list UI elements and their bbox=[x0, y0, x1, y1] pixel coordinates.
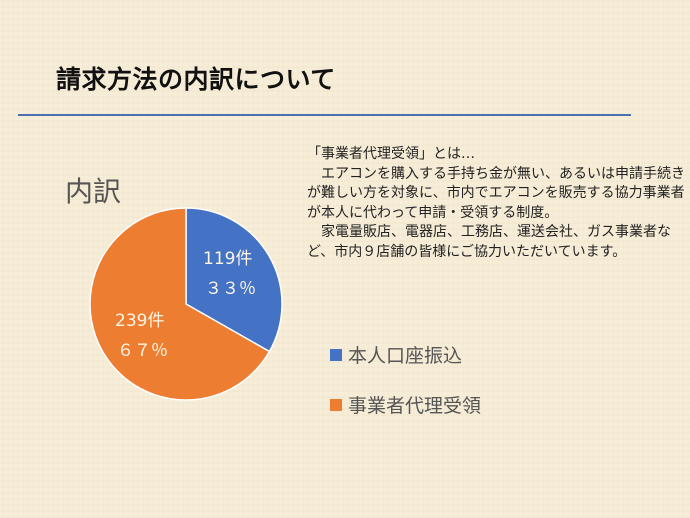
legend-swatch-icon bbox=[330, 348, 342, 361]
slide-title: 請求方法の内訳について bbox=[56, 65, 336, 94]
pie-slice bbox=[89, 207, 271, 401]
pie-label-orange: 239件 ６７％ bbox=[115, 306, 168, 366]
legend-swatch-icon bbox=[330, 398, 342, 411]
legend-label: 本人口座振込 bbox=[348, 345, 463, 367]
pie-label-count: 239件 bbox=[115, 311, 165, 331]
legend-label: 事業者代理受領 bbox=[348, 395, 482, 417]
chart-title: 内訳 bbox=[65, 175, 122, 208]
legend-item: 本人口座振込 bbox=[330, 341, 462, 368]
pie-label-percent: ３３％ bbox=[205, 279, 256, 299]
legend-item: 事業者代理受領 bbox=[330, 391, 481, 418]
pie-label-count: 119件 bbox=[203, 249, 253, 269]
description-paragraph: 家電量販店、電器店、工務店、運送会社、ガス事業者など、市内９店舗の皆様にご協力い… bbox=[307, 224, 671, 260]
description-heading: 「事業者代理受領」とは… bbox=[307, 146, 475, 162]
description-text: 「事業者代理受領」とは… エアコンを購入する手持ち金が無い、あるいは申請手続きが… bbox=[307, 145, 687, 263]
pie-chart bbox=[89, 207, 283, 401]
pie-label-percent: ６７％ bbox=[117, 341, 168, 361]
title-divider bbox=[18, 114, 631, 116]
description-paragraph: エアコンを購入する手持ち金が無い、あるいは申請手続きが難しい方を対象に、市内でエ… bbox=[307, 165, 685, 221]
pie-label-blue: 119件 ３３％ bbox=[203, 244, 256, 304]
pie-slice bbox=[185, 207, 283, 353]
